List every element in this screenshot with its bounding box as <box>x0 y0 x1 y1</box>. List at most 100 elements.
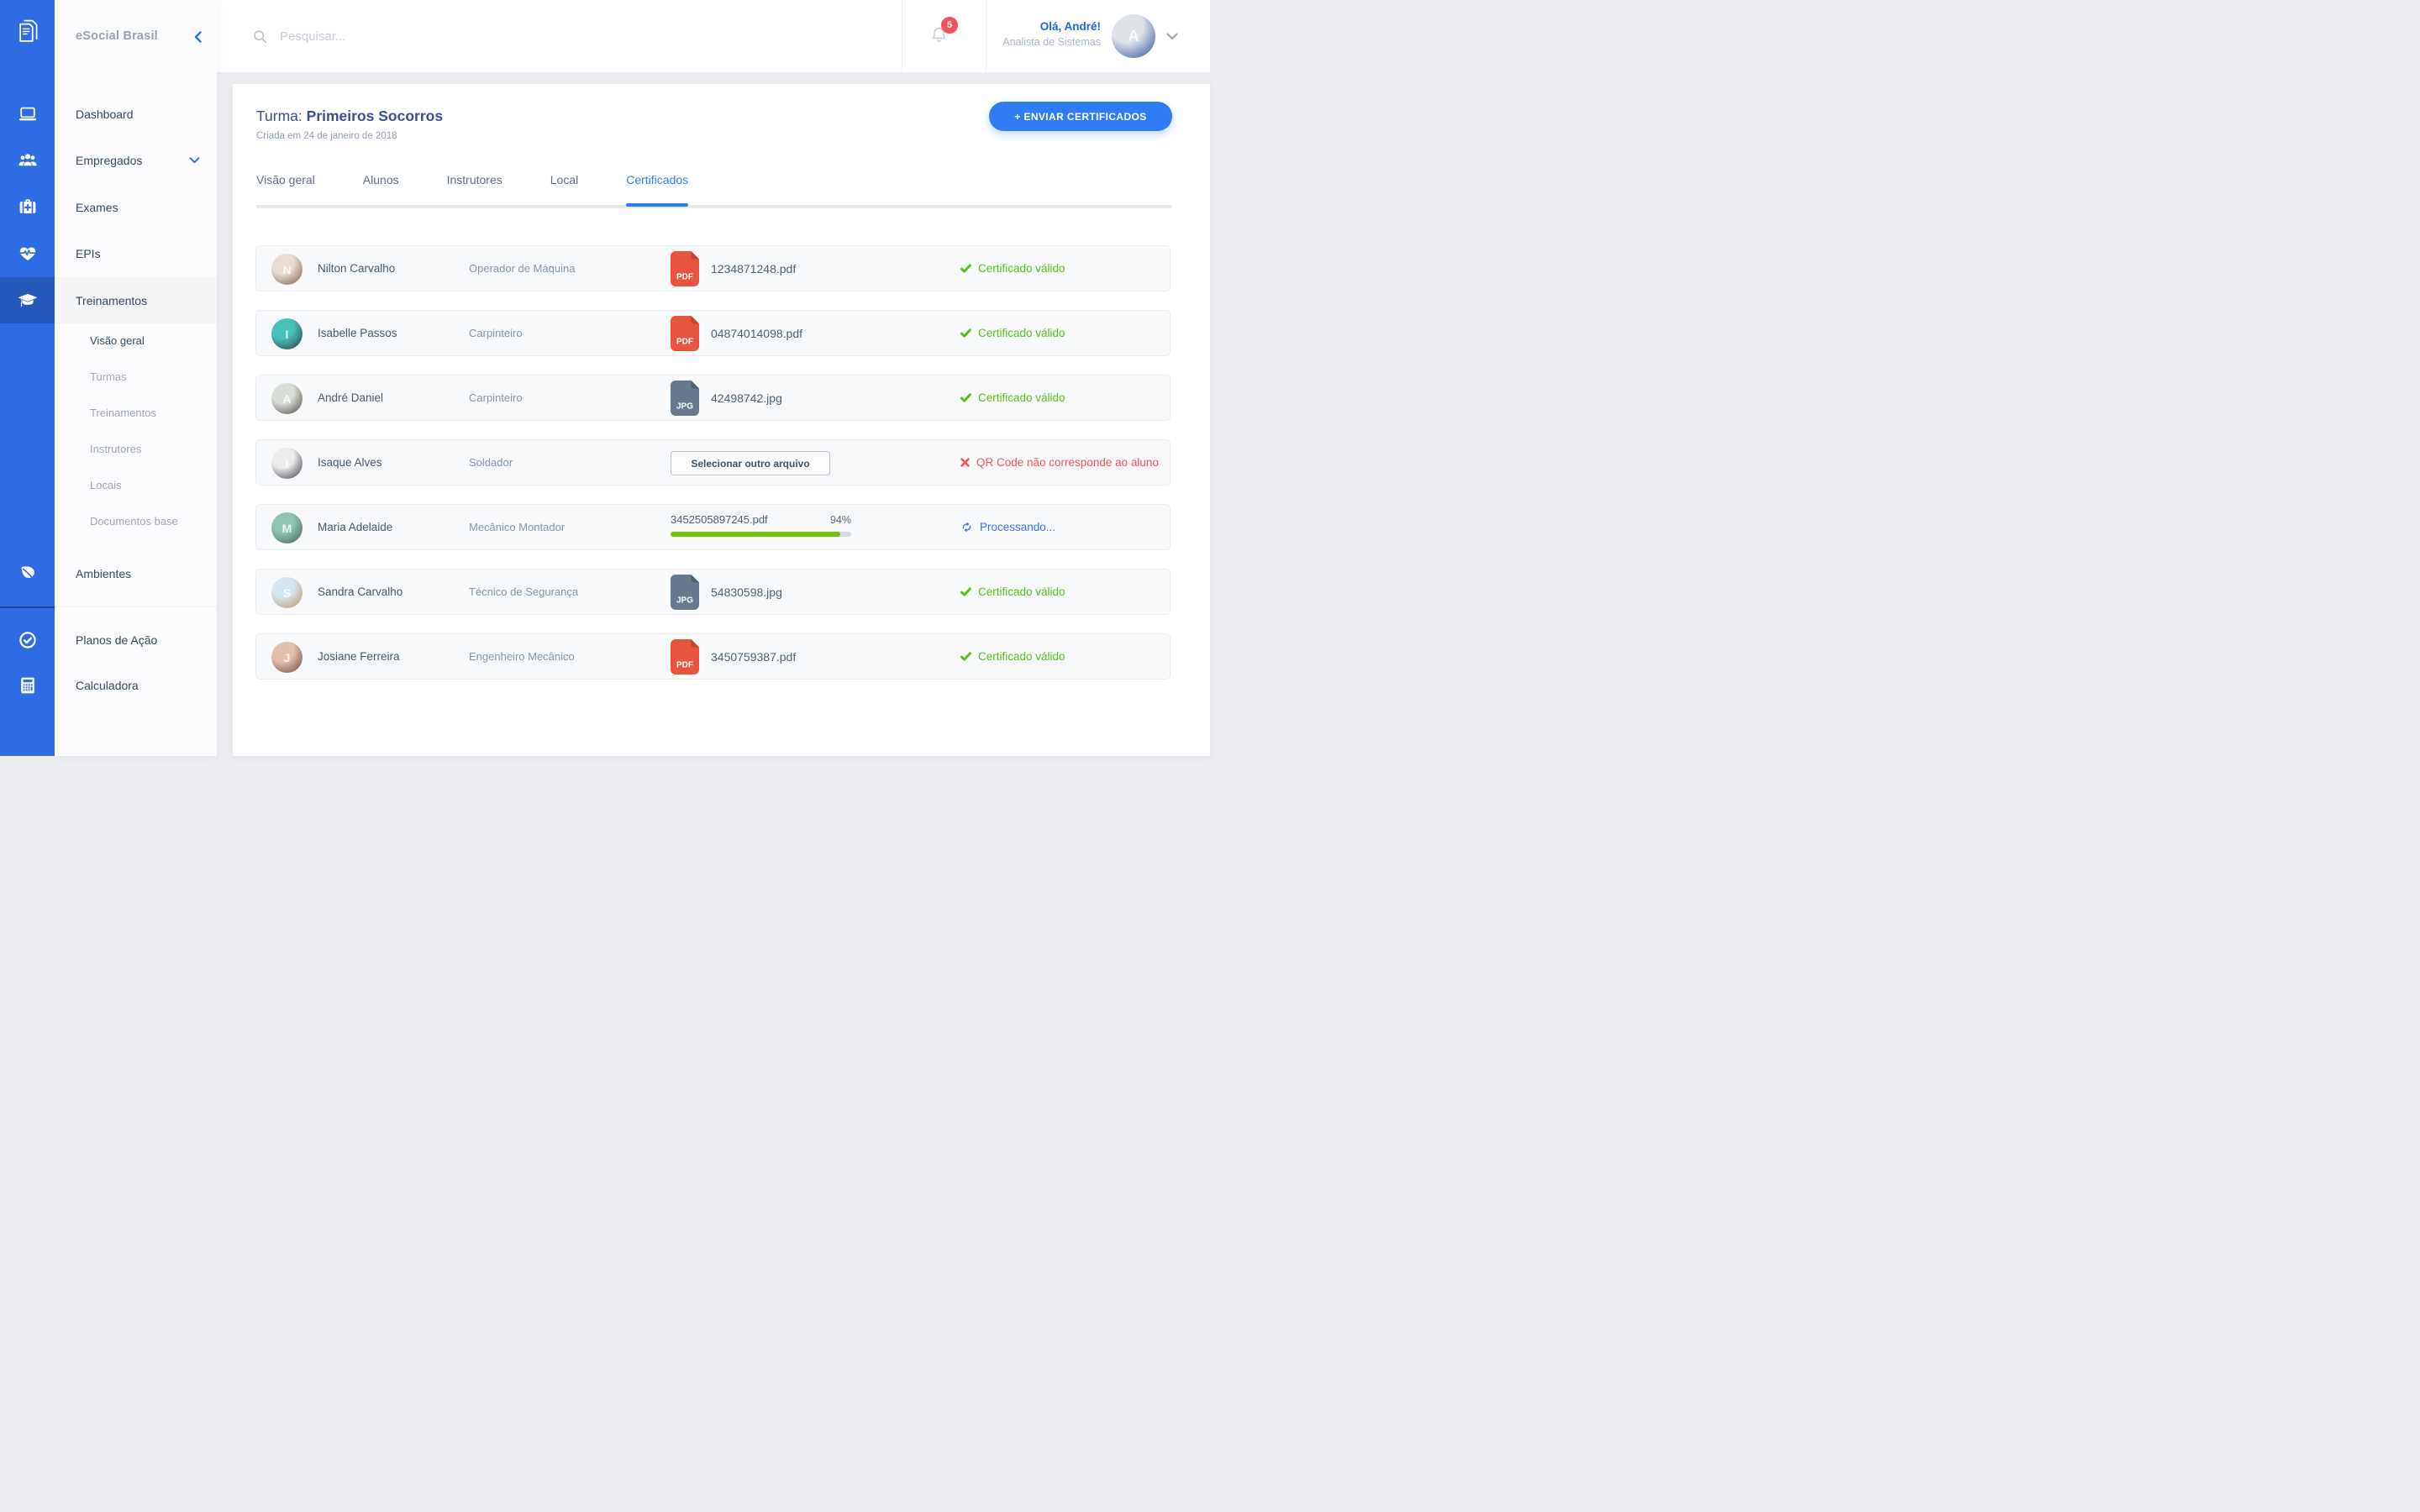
user-menu[interactable]: Olá, André! Analista de Sistemas <box>1002 20 1101 48</box>
student-name: Josiane Ferreira <box>318 650 400 663</box>
status-text: Certificado válido <box>978 327 1065 339</box>
rail-item-exames[interactable] <box>0 184 55 230</box>
medkit-icon <box>18 197 38 218</box>
rail-item-treinamentos[interactable] <box>0 277 55 323</box>
avatar: M <box>271 512 302 543</box>
tab-local[interactable]: Local <box>550 173 579 186</box>
tab-instrutores[interactable]: Instrutores <box>446 173 502 186</box>
file-name: 3450759387.pdf <box>711 649 797 664</box>
tab-certificados[interactable]: Certificados <box>626 173 688 207</box>
status: Certificado válido <box>960 246 1065 291</box>
student-name: Nilton Carvalho <box>318 262 396 275</box>
sidebar-item-dashboard[interactable]: Dashboard <box>55 91 217 137</box>
sidebar-item-label: Calculadora <box>76 678 139 692</box>
certificate-file: JPG 54830598.jpg <box>671 570 782 614</box>
file-type-icon: PDF <box>671 638 699 675</box>
avatar: A <box>271 383 302 414</box>
sidebar-subitem-visao-geral[interactable]: Visão geral <box>55 323 217 359</box>
avatar-initial: A <box>282 391 292 406</box>
certificates-list: N Nilton Carvalho Operador de Máquina PD… <box>255 245 1171 698</box>
sidebar-item-label: Locais <box>90 479 122 491</box>
tab-track <box>256 205 1172 208</box>
select-other-file-button[interactable]: Selecionar outro arquivo <box>671 451 830 475</box>
avatar: J <box>271 642 302 673</box>
progress-percent: 94% <box>829 514 851 526</box>
rail-item-empregados[interactable] <box>0 138 55 184</box>
avatar: I <box>271 448 302 479</box>
page-title-prefix: Turma: <box>256 108 302 124</box>
chevron-down-icon[interactable] <box>1166 33 1178 40</box>
user-role: Analista de Sistemas <box>1002 36 1101 48</box>
sidebar-item-label: Visão geral <box>90 334 145 347</box>
sidebar: eSocial Brasil Dashboard Empregados Exames… <box>55 0 217 756</box>
sidebar-subitem-documentos-base[interactable]: Documentos base <box>55 503 217 539</box>
rail-item-ambientes[interactable] <box>0 551 55 597</box>
sidebar-item-ambientes[interactable]: Ambientes <box>55 551 217 597</box>
rail-item-calculadora[interactable] <box>0 662 55 708</box>
notification-badge[interactable]: 5 <box>941 17 958 34</box>
page-title: Turma: Primeiros Socorros <box>256 108 443 125</box>
sidebar-item-exames[interactable]: Exames <box>55 184 217 230</box>
tab-visao-geral[interactable]: Visão geral <box>256 173 315 186</box>
svg-text:PDF: PDF <box>676 660 693 669</box>
certificate-row: I Isabelle Passos Carpinteiro PDF 048740… <box>255 310 1171 356</box>
user-avatar[interactable]: A <box>1112 14 1155 58</box>
page-title-name: Primeiros Socorros <box>306 108 444 124</box>
brand-name: eSocial Brasil <box>76 29 158 43</box>
sidebar-subitem-turmas[interactable]: Turmas <box>55 359 217 395</box>
status: Certificado válido <box>960 311 1065 355</box>
check-icon <box>960 587 971 596</box>
collapse-sidebar-icon[interactable] <box>194 31 202 43</box>
status-text: Certificado válido <box>978 262 1065 275</box>
status: Certificado válido <box>960 634 1065 679</box>
graduation-cap-icon <box>18 291 38 311</box>
sidebar-item-label: Instrutores <box>90 443 142 455</box>
sidebar-item-planos-de-acao[interactable]: Planos de Ação <box>55 617 217 664</box>
sidebar-item-label: Planos de Ação <box>76 633 158 647</box>
rail-item-dashboard[interactable] <box>0 91 55 137</box>
sidebar-item-epis[interactable]: EPIs <box>55 231 217 277</box>
avatar: I <box>271 318 302 349</box>
check-icon <box>960 393 971 402</box>
file-name: 42498742.jpg <box>711 391 782 405</box>
upload-progress: 3452505897245.pdf 94% <box>671 513 851 537</box>
app-logo[interactable] <box>0 18 55 45</box>
calculator-icon <box>18 675 38 696</box>
avatar-initial: M <box>281 521 292 535</box>
notifications-button[interactable]: 5 <box>929 17 958 45</box>
status-text: Certificado válido <box>978 585 1065 598</box>
sidebar-subitem-treinamentos[interactable]: Treinamentos <box>55 395 217 431</box>
file-name: 3452505897245.pdf <box>671 513 768 526</box>
sidebar-item-calculadora[interactable]: Calculadora <box>55 662 217 708</box>
sidebar-subitem-instrutores[interactable]: Instrutores <box>55 431 217 467</box>
avatar-initial: N <box>282 262 292 276</box>
sidebar-item-treinamentos[interactable]: Treinamentos <box>55 277 217 323</box>
student-role: Carpinteiro <box>469 391 523 404</box>
sidebar-item-label: Ambientes <box>76 567 132 580</box>
file-type-icon: PDF <box>671 250 699 286</box>
status-text: Certificado válido <box>978 650 1065 663</box>
certificate-row: J Josiane Ferreira Engenheiro Mecânico P… <box>255 633 1171 680</box>
avatar-initial: J <box>283 650 291 664</box>
student-role: Soldador <box>469 456 513 469</box>
certificate-file: PDF 3450759387.pdf <box>671 634 796 679</box>
rail-item-planos-de-acao[interactable] <box>0 617 55 664</box>
search-input[interactable] <box>278 20 749 52</box>
student-name: André Daniel <box>318 391 384 404</box>
file-name: 1234871248.pdf <box>711 261 797 276</box>
student-role: Carpinteiro <box>469 327 523 339</box>
file-type-icon: JPG <box>671 380 699 416</box>
chevron-down-icon <box>189 157 200 164</box>
avatar: N <box>271 254 302 285</box>
content-panel: Turma: Primeiros Socorros Criada em 24 d… <box>233 84 1210 756</box>
sidebar-subitem-locais[interactable]: Locais <box>55 467 217 503</box>
enviar-certificados-button[interactable]: + ENVIAR CERTIFICADOS <box>989 102 1172 131</box>
sidebar-item-empregados[interactable]: Empregados <box>55 138 217 184</box>
bell-icon <box>929 25 949 45</box>
tab-bar: Visão geral Alunos Instrutores Local Certifi… <box>256 173 1172 208</box>
rail-item-epis[interactable] <box>0 231 55 277</box>
svg-text:JPG: JPG <box>676 596 693 605</box>
tab-alunos[interactable]: Alunos <box>362 173 399 186</box>
icon-rail <box>0 0 55 756</box>
status-text: QR Code não corresponde ao aluno <box>976 456 1159 469</box>
